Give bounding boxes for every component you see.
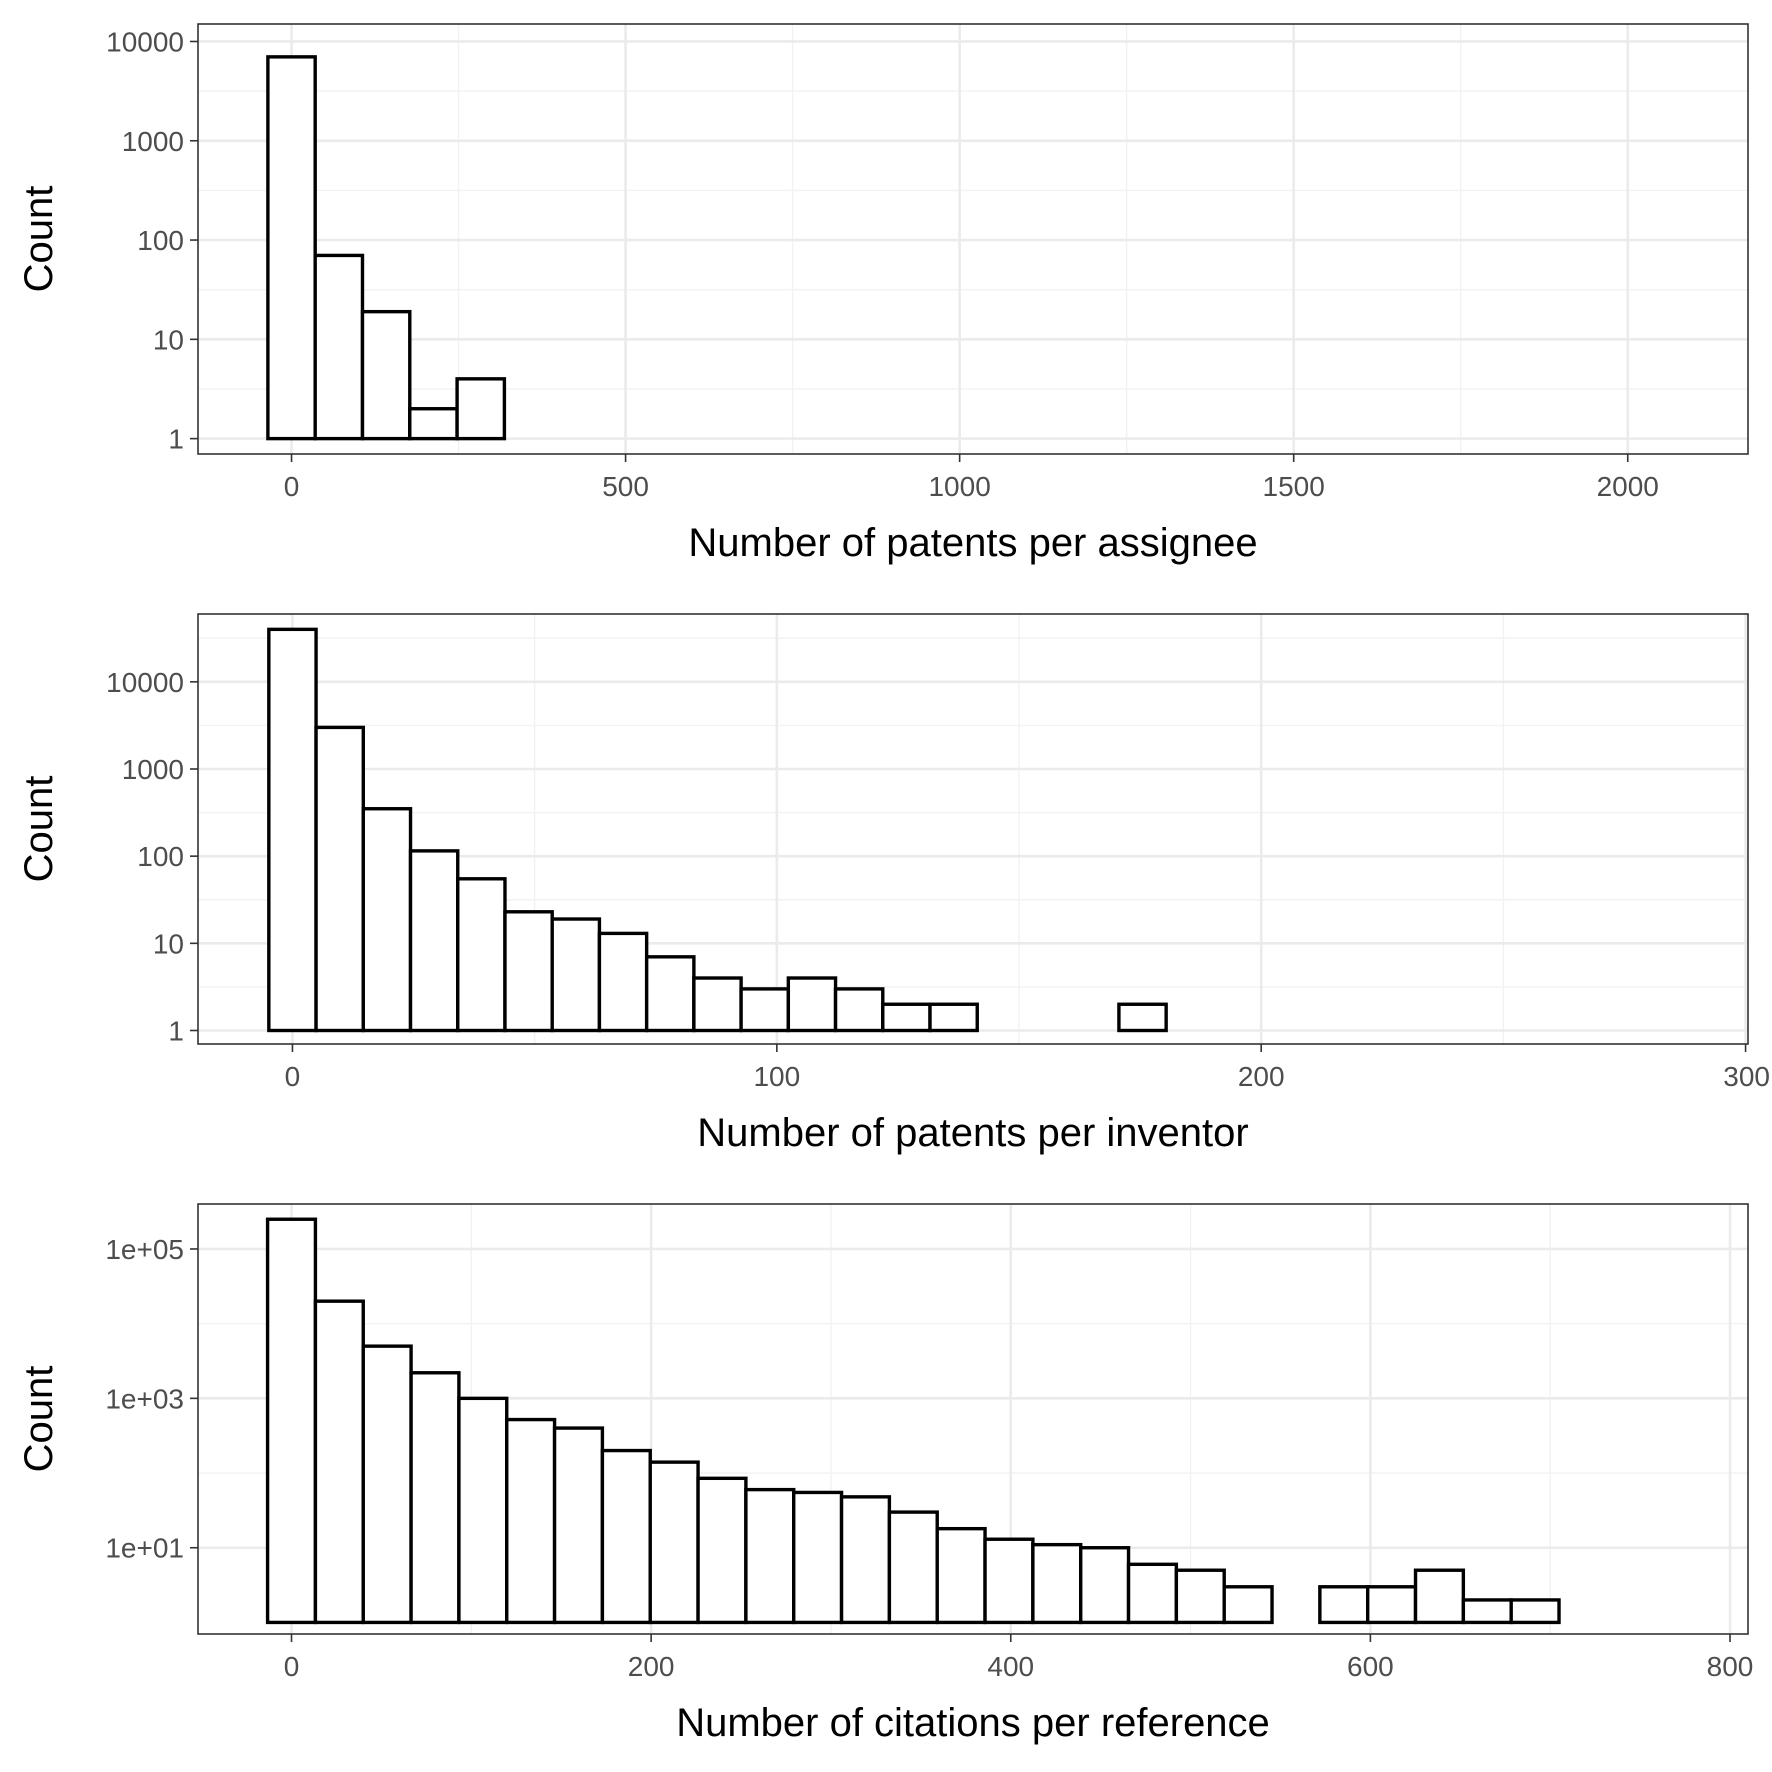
x-tick-label: 1000 (928, 471, 990, 502)
histogram-bar (839, 1495, 892, 1625)
histogram-bar (1222, 1585, 1274, 1625)
histogram-bar (1117, 1002, 1168, 1033)
histogram-bar (644, 955, 696, 1033)
histogram-panel-3: 0 200 400 600 800 1e+01 1e+03 1e+05 Number of ci… (17, 1203, 1754, 1745)
x-axis-title: Number of patents per inventor (697, 1111, 1248, 1155)
histogram-bar (1318, 1585, 1370, 1625)
x-tick-label: 0 (284, 471, 300, 502)
x-tick-label: 500 (602, 471, 649, 502)
histogram-bar (457, 1396, 509, 1625)
y-tick-label: 1e+01 (105, 1533, 184, 1564)
histogram-bar (1126, 1562, 1179, 1625)
histogram-panel-2: 0 100 200 300 1 10 100 1000 10000 Number of paten… (17, 613, 1770, 1155)
histogram-bar (360, 309, 412, 441)
histogram-bar (267, 627, 318, 1033)
histogram-bar (935, 1526, 987, 1625)
histogram-bar (887, 1510, 939, 1625)
histogram-bar (1031, 1542, 1083, 1625)
y-tick-label: 1e+03 (105, 1383, 184, 1414)
histogram-bar (1509, 1598, 1561, 1625)
panel-border (197, 23, 1749, 455)
x-tick-label: 0 (284, 1651, 300, 1682)
y-tick-label: 1 (168, 424, 184, 455)
histogram-bar (696, 1476, 748, 1625)
histogram-bar (408, 407, 459, 441)
histogram-bar (692, 976, 743, 1033)
histogram-bar (1079, 1546, 1131, 1625)
y-tick-label: 100 (137, 225, 184, 256)
x-tick-label: 100 (753, 1061, 800, 1092)
y-tick-label: 1e+05 (105, 1234, 184, 1265)
histogram-bar (313, 1299, 365, 1625)
y-tick-label: 1 (168, 1015, 184, 1046)
histogram-bar (648, 1460, 700, 1625)
histogram-bar (1413, 1568, 1466, 1625)
histogram-bar (1461, 1598, 1513, 1625)
histogram-bar (833, 987, 885, 1033)
histogram-bar (265, 1217, 318, 1625)
histogram-bar (739, 987, 791, 1033)
histogram-bar (597, 931, 649, 1033)
y-tick-label: 10 (153, 928, 184, 959)
panel-border (197, 613, 1749, 1045)
y-tick-label: 100 (137, 841, 184, 872)
histogram-bar (361, 1344, 413, 1625)
histogram-bar (408, 849, 460, 1033)
histogram-bar (266, 55, 317, 441)
x-tick-label: 0 (285, 1061, 301, 1092)
x-tick-label: 200 (1238, 1061, 1285, 1092)
y-axis-title: Count (17, 186, 61, 293)
x-tick-label: 300 (1723, 1061, 1770, 1092)
histogram-bar (744, 1487, 796, 1625)
histogram-bar (503, 910, 554, 1033)
x-tick-label: 400 (987, 1651, 1034, 1682)
x-tick-label: 600 (1347, 1651, 1394, 1682)
histogram-bar (550, 917, 602, 1033)
histogram-bar (881, 1002, 932, 1033)
y-tick-label: 1000 (122, 126, 184, 157)
histogram-bar (786, 976, 838, 1033)
histogram-bar (792, 1490, 844, 1625)
y-tick-label: 10 (153, 324, 184, 355)
histogram-bar (552, 1426, 605, 1625)
histogram-bar (455, 377, 507, 441)
histogram-bar (456, 877, 507, 1033)
histogram-bar (505, 1417, 557, 1625)
histogram-bars (265, 1217, 1561, 1625)
x-axis-title: Number of patents per assignee (688, 521, 1257, 565)
histogram-bar (1174, 1568, 1226, 1625)
histogram-bar (928, 1002, 979, 1033)
y-tick-label: 1000 (122, 754, 184, 785)
histogram-bar (314, 725, 365, 1033)
histogram-bars (267, 627, 1168, 1033)
histogram-bar (1365, 1585, 1418, 1625)
histogram-bar (409, 1371, 461, 1625)
histogram-bars (266, 55, 507, 441)
x-axis-title: Number of citations per reference (676, 1701, 1270, 1745)
y-tick-label: 10000 (106, 667, 184, 698)
histogram-bar (361, 807, 413, 1033)
y-tick-label: 10000 (106, 26, 184, 57)
x-tick-label: 2000 (1597, 471, 1659, 502)
panel-border (197, 1203, 1749, 1635)
y-axis-title: Count (17, 776, 61, 883)
histogram-panel-1: 0 500 1000 1500 2000 1 10 100 1000 10000 Number of… (17, 23, 1749, 565)
x-tick-label: 1500 (1263, 471, 1325, 502)
histogram-bar (983, 1537, 1035, 1625)
histogram-bar (313, 253, 365, 441)
x-tick-label: 800 (1707, 1651, 1754, 1682)
x-tick-label: 200 (628, 1651, 675, 1682)
histogram-bar (600, 1448, 652, 1625)
y-axis-title: Count (17, 1366, 61, 1473)
